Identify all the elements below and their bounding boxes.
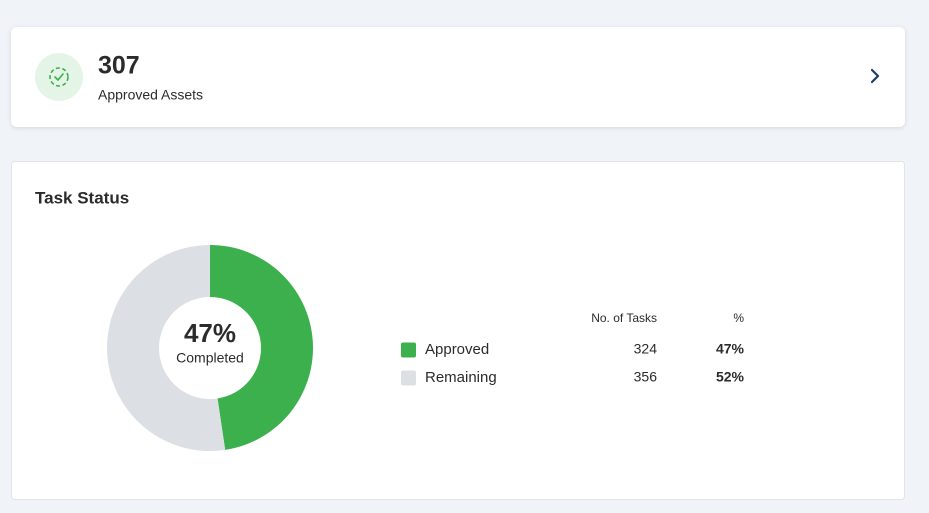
- donut-segment: [107, 245, 226, 451]
- card: [11, 27, 905, 127]
- column-header: No. of Tasks: [591, 311, 657, 325]
- icon-bg: [35, 53, 83, 101]
- donut: [107, 245, 313, 451]
- summary-label: Approved Assets: [98, 87, 203, 103]
- card-title: Task Status: [35, 188, 129, 207]
- center-label: Completed: [176, 350, 244, 366]
- legend-label: Approved: [425, 341, 489, 358]
- donut-segment: [210, 245, 313, 450]
- task-percent: 52%: [716, 369, 745, 385]
- summary-value: 307: [98, 52, 140, 80]
- task-count: 356: [634, 369, 658, 385]
- legend: Approved 324 47% Remaining 356 52%: [401, 341, 745, 386]
- legend-swatch: [401, 342, 416, 358]
- task-percent: 47%: [716, 341, 745, 357]
- summary-card[interactable]: 307 Approved Assets: [11, 27, 905, 127]
- legend-swatch: [401, 370, 416, 386]
- column-header: %: [733, 311, 744, 325]
- icon-check: [54, 73, 64, 81]
- task-count: 324: [634, 341, 658, 357]
- legend-label: Remaining: [425, 369, 497, 386]
- center-value: 47%: [184, 318, 236, 348]
- icon-ring: [49, 67, 69, 87]
- chevron: [870, 68, 880, 84]
